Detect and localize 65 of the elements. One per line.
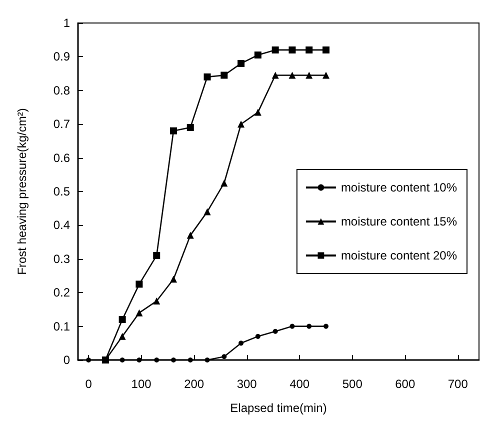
point [238, 340, 244, 346]
point [306, 46, 313, 54]
y-tick-label: 1 [63, 16, 70, 30]
point [118, 332, 126, 340]
x-tick-label: 0 [85, 377, 92, 391]
point [290, 324, 295, 329]
point [171, 358, 176, 362]
point [153, 298, 160, 305]
point [220, 180, 228, 187]
y-tick-label: 0.3 [53, 252, 70, 266]
x-tick-label: 700 [448, 377, 468, 391]
point [222, 354, 227, 360]
point [153, 252, 160, 260]
x-tick-label: 100 [131, 377, 152, 391]
y-tick-label: 0.4 [53, 218, 70, 232]
y-axis-title: Frost heaving pressure(kg/cm²) [15, 108, 29, 275]
point [255, 334, 260, 339]
point [204, 358, 210, 362]
point [118, 316, 126, 324]
x-tick-label: 200 [184, 377, 204, 391]
y-tick-label: 0.1 [53, 319, 70, 334]
y-tick-label: 0.8 [53, 83, 70, 98]
y-tick-label: 0.6 [53, 150, 70, 165]
point [204, 208, 211, 216]
x-tick-label: 600 [395, 377, 416, 391]
point [272, 72, 279, 79]
point [306, 324, 312, 329]
point [86, 358, 92, 362]
point [288, 72, 296, 79]
point [188, 358, 193, 362]
legend-label: moisture content 20% [340, 248, 458, 262]
point [272, 328, 278, 334]
point [120, 358, 125, 362]
x-tick-label: 400 [290, 377, 310, 391]
point [322, 46, 330, 54]
point [186, 124, 194, 131]
y-tick-label: 0 [63, 353, 70, 367]
y-tick-label: 0.5 [53, 184, 70, 198]
point [288, 46, 296, 54]
x-tick-label: 500 [342, 377, 363, 391]
point [306, 72, 313, 79]
point [154, 358, 160, 362]
point [136, 280, 143, 288]
legend-label: moisture content 15% [340, 214, 458, 228]
x-tick-label: 300 [236, 377, 258, 391]
y-tick-label: 0.2 [53, 286, 70, 300]
point [136, 309, 143, 316]
point [323, 324, 328, 329]
point [272, 46, 279, 54]
point [170, 276, 177, 283]
point [254, 52, 262, 59]
y-tick-label: 0.9 [53, 50, 70, 64]
point [204, 73, 211, 80]
point [186, 232, 194, 239]
point [238, 60, 245, 67]
point [102, 356, 109, 364]
legend-label: moisture content 10% [340, 180, 458, 194]
point [238, 120, 245, 128]
point [254, 108, 262, 116]
x-axis-title: Elapsed time(min) [230, 401, 327, 415]
point [170, 127, 177, 134]
point [220, 72, 228, 79]
point [322, 72, 330, 79]
point [136, 358, 142, 362]
y-tick-label: 0.7 [53, 117, 70, 132]
